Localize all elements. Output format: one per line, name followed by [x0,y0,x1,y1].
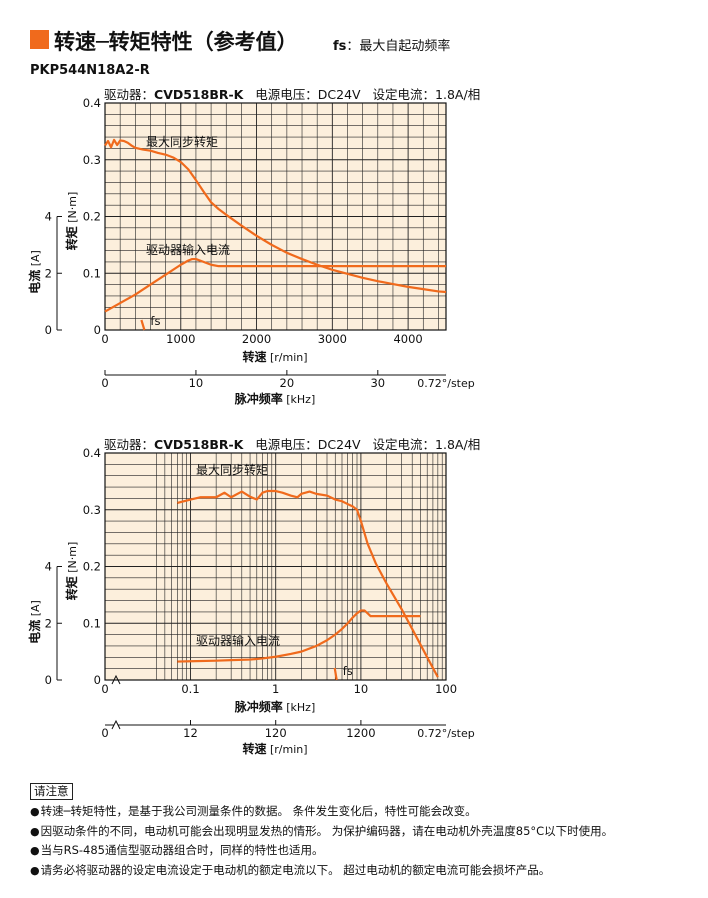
current-tick-label: 0 [45,323,52,337]
pulse-axis-step-label: 0.72°/step [417,377,475,390]
y-tick-label: 0.3 [83,503,101,517]
current-tick-label: 0 [45,673,52,687]
torque-axis-label: 转矩 [N·m] [64,542,79,601]
conditions-line-2: 驱动器：CVD518BR-K 电源电压：DC24V 设定电流：1.8A/相 [104,434,480,453]
current-tick-label: 2 [45,266,52,280]
x-tick-label: 3000 [318,332,347,346]
current-tick-label: 4 [45,560,52,574]
current-curve-label: 驱动器输入电流 [146,242,230,257]
note-item: ●转速─转矩特性，是基于我公司测量条件的数据。 条件发生变化后，特性可能会改变。 [30,804,477,818]
pulse-tick-label: 10 [189,376,204,390]
axis-break-icon [111,674,121,685]
y-tick-label: 0 [94,323,101,337]
speed-axis-label: 转速 [r/min] [242,741,307,756]
pulse-axis-label: 脉冲频率 [kHz] [234,391,316,406]
driver-value: CVD518BR-K [154,437,244,452]
torque-curve [104,138,447,294]
y-tick-label: 0.1 [83,266,101,280]
current-value: 1.8A/相 [435,437,481,452]
pulse-tick-label: 20 [280,376,295,390]
voltage-label: 电源电压： [255,437,318,452]
fs-marker [140,319,146,331]
driver-value: CVD518BR-K [154,87,244,102]
page-title: 转速─转矩特性（参考值） [54,30,298,54]
speed-axis-label: 转速 [r/min] [242,349,307,364]
note-item: ●当与RS-485通信型驱动器组合时，同样的特性也适用。 [30,843,324,857]
speed-axis-step-label: 0.72°/step [417,727,475,740]
y-tick-label: 0.3 [83,153,101,167]
notes-section: 请注意 ●转速─转矩特性，是基于我公司测量条件的数据。 条件发生变化后，特性可能… [30,782,613,880]
current-curve [104,257,446,313]
plot-frame [104,452,447,681]
x-tick-label: 10 [354,682,369,696]
page-subtitle: fs：最大自起动频率 [333,35,450,54]
x-tick-label: 4000 [393,332,422,346]
notes-title: 请注意 [30,783,73,800]
y-tick-label: 0.1 [83,616,101,630]
current-tick-label: 2 [45,616,52,630]
y-tick-label: 0.4 [83,446,101,460]
plot-frame [104,102,447,331]
speed-zero-label: 0 [101,726,108,740]
torque-curve-label: 最大同步转矩 [146,134,218,149]
x-tick-label: 1 [272,682,279,696]
pulse-tick-label: 30 [370,376,385,390]
note-item: ●请务必将驱动器的设定电流设定于电动机的额定电流以下。 超过电动机的额定电流可能… [30,862,551,877]
bullet-icon: ● [30,863,40,877]
driver-label: 驱动器： [104,437,155,452]
torque-curve [177,489,439,678]
bullet-icon: ● [30,824,40,838]
speed-tick-label: 1200 [346,726,375,740]
current-curve [177,609,421,663]
speed-tick-label: 120 [265,726,287,740]
note-item: ●因驱动条件的不同，电动机可能会出现明显发热的情形。 为保护编码器，请在电动机外… [30,823,614,838]
current-axis-label: 电流 [A] [27,250,42,294]
current-axis-label: 电流 [A] [27,600,42,644]
current-label: 设定电流： [372,87,436,102]
pulse-tick-label: 0 [101,376,108,390]
x-tick-label: 0 [101,332,108,346]
conditions-line-1: 驱动器：CVD518BR-K 电源电压：DC24V 设定电流：1.8A/相 [104,84,480,103]
current-tick-label: 4 [45,210,52,224]
model-name: PKP544N18A2-R [30,63,150,78]
current-curve-label: 驱动器输入电流 [196,633,280,648]
pulse-axis-label: 脉冲频率 [kHz] [234,699,316,714]
x-zero-label: 0 [101,682,108,696]
fs-marker [333,667,338,681]
voltage-value: DC24V [317,437,361,452]
y-tick-label: 0.2 [83,560,101,574]
current-label: 设定电流： [372,437,436,452]
x-tick-label: 100 [435,682,457,696]
subtitle-fs: fs [333,39,347,54]
torque-curve-label: 最大同步转矩 [196,462,268,477]
fs-label: fs [343,664,353,678]
y-tick-label: 0.2 [83,210,101,224]
x-tick-label: 2000 [242,332,271,346]
axis-break-icon [111,719,121,730]
torque-axis-label: 转矩 [N·m] [64,192,79,251]
driver-label: 驱动器： [104,87,155,102]
bullet-icon: ● [30,844,40,857]
speed-tick-label: 12 [183,726,198,740]
fs-label: fs [150,314,160,328]
voltage-label: 电源电压： [255,87,318,102]
subtitle-text: ：最大自起动频率 [346,39,451,54]
x-tick-label: 1000 [166,332,195,346]
y-tick-label: 0.4 [83,96,101,110]
title-marker [30,30,49,49]
y-tick-label: 0 [94,673,101,687]
current-value: 1.8A/相 [435,87,481,102]
x-tick-label: 0.1 [181,682,199,696]
bullet-icon: ● [30,805,40,818]
voltage-value: DC24V [317,87,361,102]
